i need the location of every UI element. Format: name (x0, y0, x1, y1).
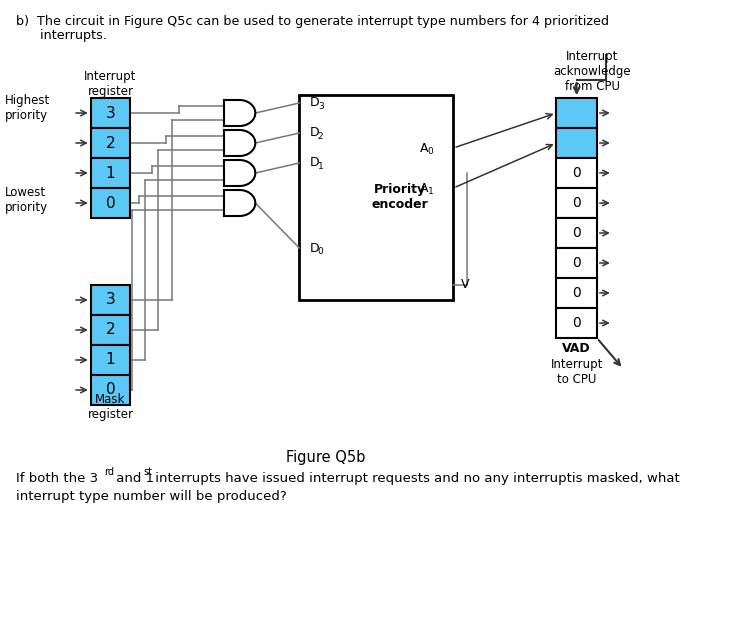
Text: 3: 3 (106, 105, 115, 121)
Text: 0: 0 (572, 166, 581, 180)
Text: 0: 0 (572, 286, 581, 300)
Text: A: A (420, 182, 428, 194)
Polygon shape (240, 160, 255, 186)
Text: D: D (310, 156, 320, 170)
Bar (556, 188, 597, 218)
Bar (91, 158, 130, 188)
Text: A: A (420, 141, 428, 155)
Text: 1: 1 (106, 353, 115, 367)
Text: interrupt type number will be produced?: interrupt type number will be produced? (16, 490, 286, 503)
Bar (556, 158, 597, 188)
Text: If both the 3: If both the 3 (16, 472, 98, 485)
Text: Priority
encoder: Priority encoder (371, 184, 428, 211)
Text: D: D (310, 242, 320, 254)
Bar (556, 128, 597, 158)
Text: 2: 2 (106, 136, 115, 151)
Text: V: V (460, 278, 469, 292)
Text: interrupts have issued interrupt requests and no any interruptis masked, what: interrupts have issued interrupt request… (152, 472, 680, 485)
Bar (556, 308, 597, 338)
Bar (299, 95, 454, 300)
Text: 0: 0 (572, 316, 581, 330)
Text: Lowest
priority: Lowest priority (4, 186, 47, 214)
Text: 0: 0 (317, 247, 323, 256)
Bar (91, 285, 130, 315)
Text: interrupts.: interrupts. (16, 29, 107, 42)
Text: 2: 2 (317, 132, 323, 141)
Text: 1: 1 (106, 165, 115, 180)
Text: Mask
register: Mask register (87, 393, 133, 421)
Text: 1: 1 (317, 162, 323, 171)
Text: rd: rd (104, 467, 114, 477)
Text: 3: 3 (317, 102, 323, 111)
Text: 2: 2 (106, 322, 115, 338)
Text: 0: 0 (572, 226, 581, 240)
Text: VAD: VAD (562, 342, 591, 355)
Text: 0: 0 (572, 256, 581, 270)
Bar (556, 278, 597, 308)
Text: 1: 1 (428, 187, 434, 196)
Text: 0: 0 (106, 196, 115, 211)
Text: 3: 3 (106, 293, 115, 307)
Text: 0: 0 (428, 147, 434, 156)
Bar (91, 375, 130, 405)
Bar (91, 98, 130, 128)
Polygon shape (240, 130, 255, 156)
Text: and 1: and 1 (112, 472, 154, 485)
Polygon shape (240, 190, 255, 216)
Text: D: D (310, 126, 320, 139)
Text: 0: 0 (106, 382, 115, 398)
Text: Figure Q5b: Figure Q5b (286, 450, 366, 465)
Text: Interrupt
acknowledge
from CPU: Interrupt acknowledge from CPU (554, 50, 631, 93)
Bar (91, 345, 130, 375)
Text: st: st (144, 467, 152, 477)
Bar (556, 98, 597, 128)
Bar (91, 188, 130, 218)
Bar (91, 315, 130, 345)
Text: 0: 0 (572, 196, 581, 210)
Text: Highest
priority: Highest priority (4, 94, 50, 122)
Bar (91, 128, 130, 158)
Text: D: D (310, 97, 320, 110)
Text: Interrupt
register: Interrupt register (84, 70, 137, 98)
Bar (556, 218, 597, 248)
Bar (556, 248, 597, 278)
Polygon shape (240, 100, 255, 126)
Text: Interrupt
to CPU: Interrupt to CPU (551, 358, 603, 386)
Text: b)  The circuit in Figure Q5c can be used to generate interrupt type numbers for: b) The circuit in Figure Q5c can be used… (16, 15, 609, 28)
